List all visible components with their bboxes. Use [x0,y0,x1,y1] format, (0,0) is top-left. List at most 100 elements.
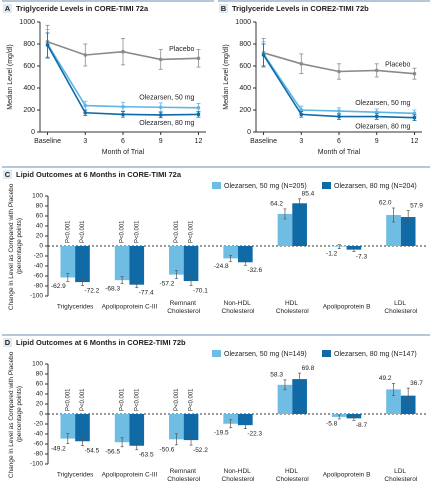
y-axis-label: Change in Level as Compared with Placebo… [8,350,23,478]
y-tick-label: -80 [34,283,44,290]
p-value-label: P<0.001 [134,220,140,243]
y-tick-label: 1000 [19,19,35,26]
bar [169,246,184,275]
x-tick-label: Baseline [34,138,61,145]
point [299,108,304,112]
category-label: LDL Cholesterol [384,468,417,483]
value-label: -62.9 [51,283,66,290]
value-label: -72.2 [84,287,99,294]
x-axis-label: Month of Trial [318,149,361,156]
series-label: Placebo [169,46,194,53]
bar [223,414,238,424]
p-value-label: P<0.001 [80,388,86,411]
p-value-label: P<0.001 [65,220,71,243]
series-label: Olezarsen, 50 mg [355,100,410,107]
point [374,114,379,119]
value-label: -7.3 [356,253,368,260]
legend-swatch [212,182,221,189]
bar [238,246,253,263]
category-label: Remnant Cholesterol [167,300,200,315]
series-label: Placebo [385,62,410,69]
y-axis-label: Median Level (mg/dl) [223,44,230,109]
bar [400,217,416,246]
y-axis-label: Median Level (mg/dl) [7,44,14,109]
category-label: Triglycerides [57,472,94,479]
x-axis-label: Month of Trial [102,149,145,156]
point [337,114,341,119]
point [412,71,417,76]
point [374,68,379,73]
y-tick-label: 0 [247,129,251,136]
point [196,56,201,61]
panel-title: Triglyceride Levels in CORE-TIMI 72a [16,4,149,13]
y-tick-label: 600 [23,63,35,70]
y-tick-label: -100 [30,293,43,300]
y-tick-label: 80 [36,371,44,378]
x-tick-label: Baseline [250,138,277,145]
category-label: HDL Cholesterol [276,300,309,315]
y-tick-label: -100 [30,461,43,468]
value-label: 69.8 [302,365,315,372]
value-label: -49.2 [51,445,66,452]
y-tick-label: 200 [239,107,251,114]
x-tick-label: 6 [337,138,341,145]
p-value-label: P<0.001 [134,388,140,411]
value-label: -63.5 [139,451,154,458]
y-tick-label: 60 [36,381,44,388]
value-label: -54.5 [84,447,99,454]
y-tick-label: 100 [32,361,43,368]
category-label: Apolipoprotein C-III [102,304,158,311]
category-label: Apolipoprotein B [323,472,371,479]
bar [75,414,90,442]
category-label: Apolipoprotein B [323,304,371,311]
panel-title: Triglyceride Levels in CORE2-TIMI 72b [232,4,369,13]
y-tick-label: 800 [23,41,35,48]
y-tick-label: 200 [23,107,35,114]
point [83,103,88,108]
legend-swatch [322,350,331,357]
y-tick-label: -20 [34,421,44,428]
point [158,105,163,110]
value-label: -52.2 [193,447,208,454]
y-tick-label: -40 [34,263,44,270]
y-tick-label: 40 [36,391,44,398]
legend-swatch [322,182,331,189]
x-tick-label: 9 [159,138,163,145]
x-tick-label: 12 [411,138,419,145]
y-tick-label: 0 [31,129,35,136]
bar [292,379,307,414]
value-label: -77.4 [139,289,154,296]
y-axis-label: Change in Level as Compared with Placebo… [8,182,23,310]
bar [277,213,293,246]
bar [75,246,90,283]
y-tick-label: -60 [34,273,44,280]
x-tick-label: 9 [375,138,379,145]
panel-letter: A [5,4,11,13]
y-tick-label: -80 [34,451,44,458]
value-label: 49.2 [379,375,392,382]
panel-letter-box [3,338,12,347]
y-tick-label: 0 [39,243,43,250]
y-tick-label: -40 [34,431,44,438]
x-tick-label: 6 [121,138,125,145]
category-label: HDL Cholesterol [276,468,309,483]
bar [60,414,76,439]
point [196,112,201,117]
y-tick-label: 100 [32,193,43,200]
panel-title: Lipid Outcomes at 6 Months in CORE-TIMI … [16,170,182,179]
panel-title: Lipid Outcomes at 6 Months in CORE2-TIMI… [16,338,186,347]
bar [400,395,416,414]
y-tick-label: 600 [239,63,251,70]
value-label: -8.7 [356,422,368,429]
bar [60,246,76,278]
point [261,53,266,57]
category-label: Remnant Cholesterol [167,468,200,483]
point [83,53,88,57]
y-tick-label: 60 [36,213,44,220]
p-value-label: P<0.001 [120,388,126,411]
x-tick-label: 3 [299,138,303,145]
series-label: Olezarsen, 50 mg [139,95,194,102]
panel-letter: D [5,338,11,347]
bar [183,414,199,441]
